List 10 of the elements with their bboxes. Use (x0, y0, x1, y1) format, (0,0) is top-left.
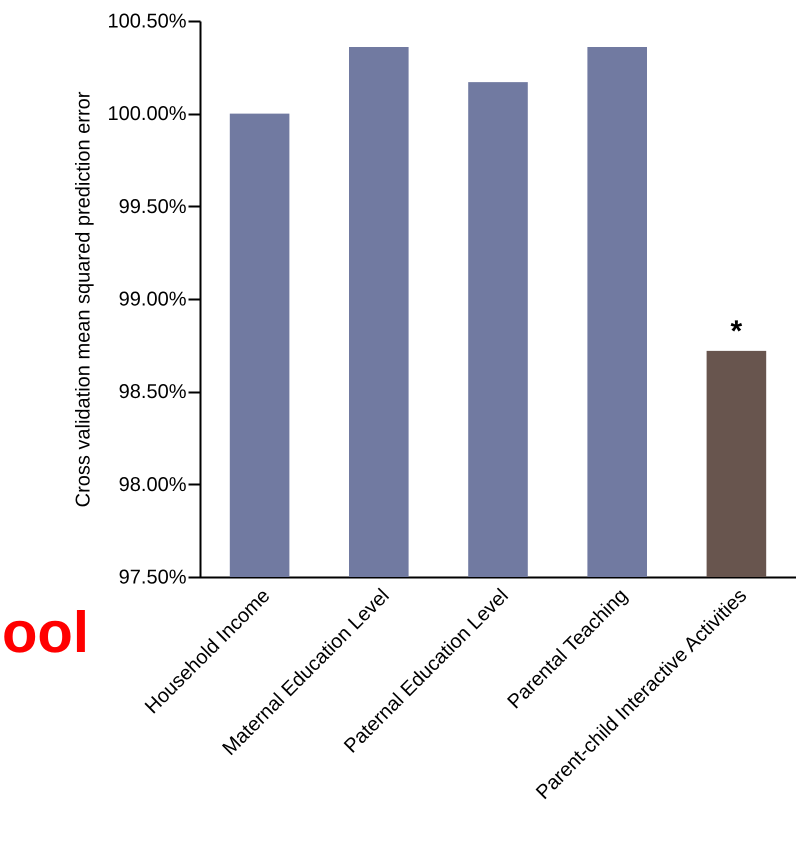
y-tick-label: 99.50% (118, 196, 187, 218)
y-tick-label: 100.50% (108, 10, 187, 32)
annotation: * (730, 314, 743, 348)
text: ool (2, 600, 89, 665)
y-tick-label: 98.00% (118, 474, 187, 496)
y-tick-label: 99.00% (118, 288, 187, 310)
y-axis-title: Cross validation mean squared prediction error (72, 91, 95, 508)
y-tick-label: 97.50% (118, 566, 187, 588)
y-tick-label: 98.50% (118, 381, 187, 404)
y-tick-label: 100.00% (108, 103, 187, 126)
